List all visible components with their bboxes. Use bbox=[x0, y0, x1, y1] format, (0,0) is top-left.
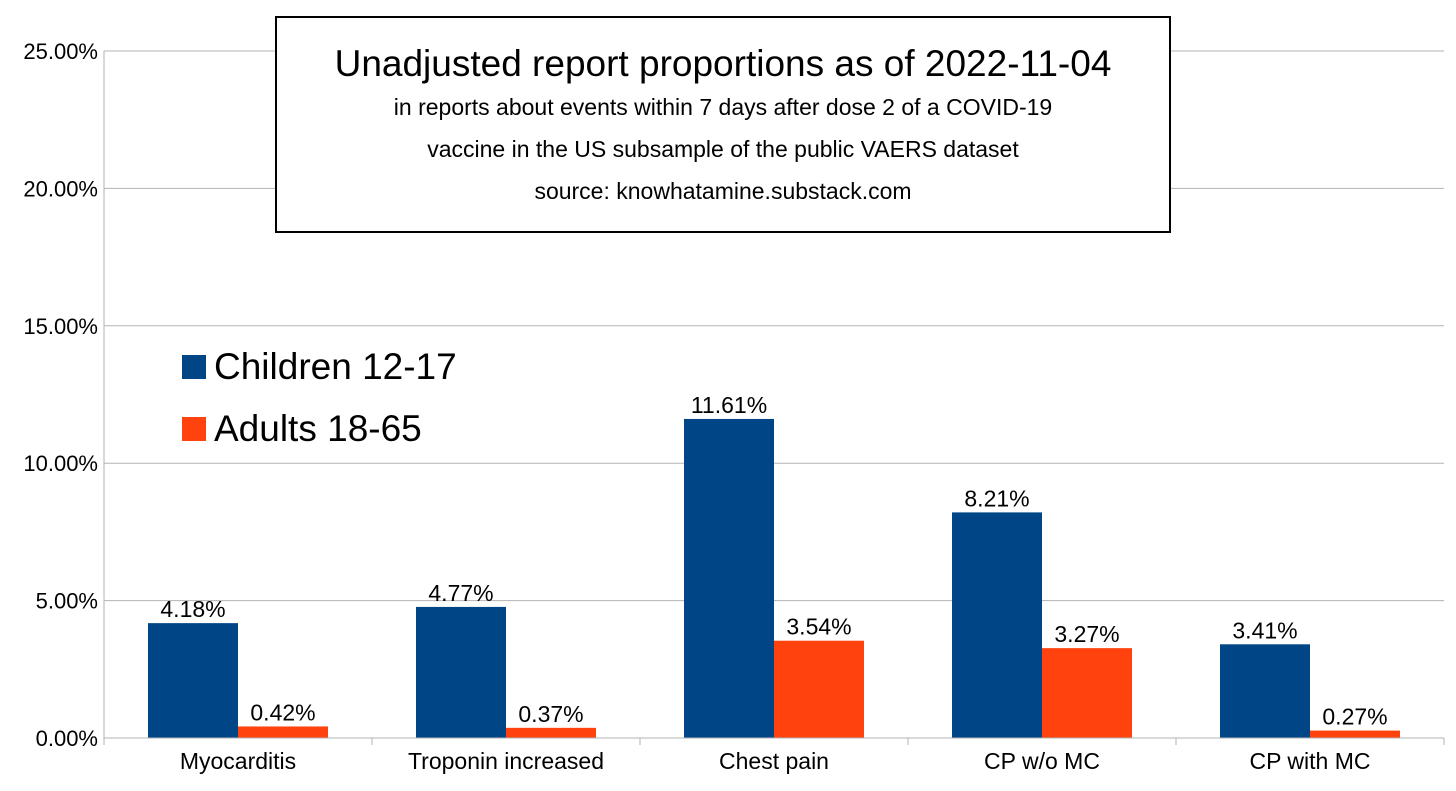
bars bbox=[148, 418, 1400, 738]
data-label: 0.42% bbox=[250, 699, 315, 725]
bar-children-3 bbox=[952, 512, 1042, 738]
chart-subtitle-line-1: in reports about events within 7 days af… bbox=[393, 94, 1053, 120]
y-tick-label: 0.00% bbox=[36, 726, 98, 751]
bar-children-2 bbox=[684, 418, 774, 738]
legend-swatch-adults bbox=[182, 417, 206, 441]
data-label: 4.18% bbox=[160, 596, 225, 622]
legend-item-children: Children 12-17 bbox=[182, 336, 457, 398]
data-label: 3.54% bbox=[786, 614, 851, 640]
chart-subtitle-line-2: vaccine in the US subsample of the publi… bbox=[427, 136, 1019, 162]
bar-adults-2 bbox=[774, 640, 864, 738]
category-label: Myocarditis bbox=[180, 748, 296, 774]
data-labels: 4.18% 0.42% 4.77% 0.37% 11.61% 3.54% 8.21% 3.27… bbox=[160, 392, 1387, 730]
bar-adults-3 bbox=[1042, 648, 1132, 738]
data-label: 0.37% bbox=[518, 701, 583, 727]
data-label: 3.41% bbox=[1232, 617, 1297, 643]
data-label: 0.27% bbox=[1322, 704, 1387, 730]
y-tick-label: 25.00% bbox=[23, 39, 98, 64]
chart-title-box: Unadjusted report proportions as of 2022… bbox=[275, 16, 1171, 233]
bar-adults-4 bbox=[1310, 730, 1400, 738]
bar-children-1 bbox=[416, 606, 506, 738]
legend: Children 12-17 Adults 18-65 bbox=[182, 336, 457, 460]
category-label: Chest pain bbox=[719, 748, 829, 774]
chart-title: Unadjusted report proportions as of 2022… bbox=[334, 43, 1112, 84]
data-label: 11.61% bbox=[691, 392, 767, 418]
y-tick-label: 15.00% bbox=[23, 314, 98, 339]
y-tick-label: 20.00% bbox=[23, 176, 98, 201]
data-label: 3.27% bbox=[1054, 621, 1119, 647]
data-label: 4.77% bbox=[428, 580, 493, 606]
category-labels: Myocarditis Troponin increased Chest pain C… bbox=[180, 748, 1371, 774]
category-label: Troponin increased bbox=[408, 748, 604, 774]
bar-adults-0 bbox=[238, 726, 328, 738]
legend-swatch-children bbox=[182, 355, 206, 379]
chart-subtitle-line-3: source: knowhatamine.substack.com bbox=[534, 178, 912, 204]
bar-children-4 bbox=[1220, 644, 1310, 738]
y-tick-label: 5.00% bbox=[36, 589, 98, 614]
bar-adults-1 bbox=[506, 727, 596, 738]
category-label: CP w/o MC bbox=[984, 748, 1100, 774]
category-label: CP with MC bbox=[1250, 748, 1371, 774]
y-axis-tick-labels: 0.00% 5.00% 10.00% 15.00% 20.00% 25.00% bbox=[23, 39, 98, 751]
legend-label-adults: Adults 18-65 bbox=[214, 408, 422, 449]
bar-children-0 bbox=[148, 623, 238, 738]
legend-label-children: Children 12-17 bbox=[214, 346, 457, 387]
y-tick-label: 10.00% bbox=[23, 451, 98, 476]
data-label: 8.21% bbox=[964, 485, 1029, 511]
x-axis bbox=[103, 51, 1445, 745]
legend-item-adults: Adults 18-65 bbox=[182, 398, 457, 460]
